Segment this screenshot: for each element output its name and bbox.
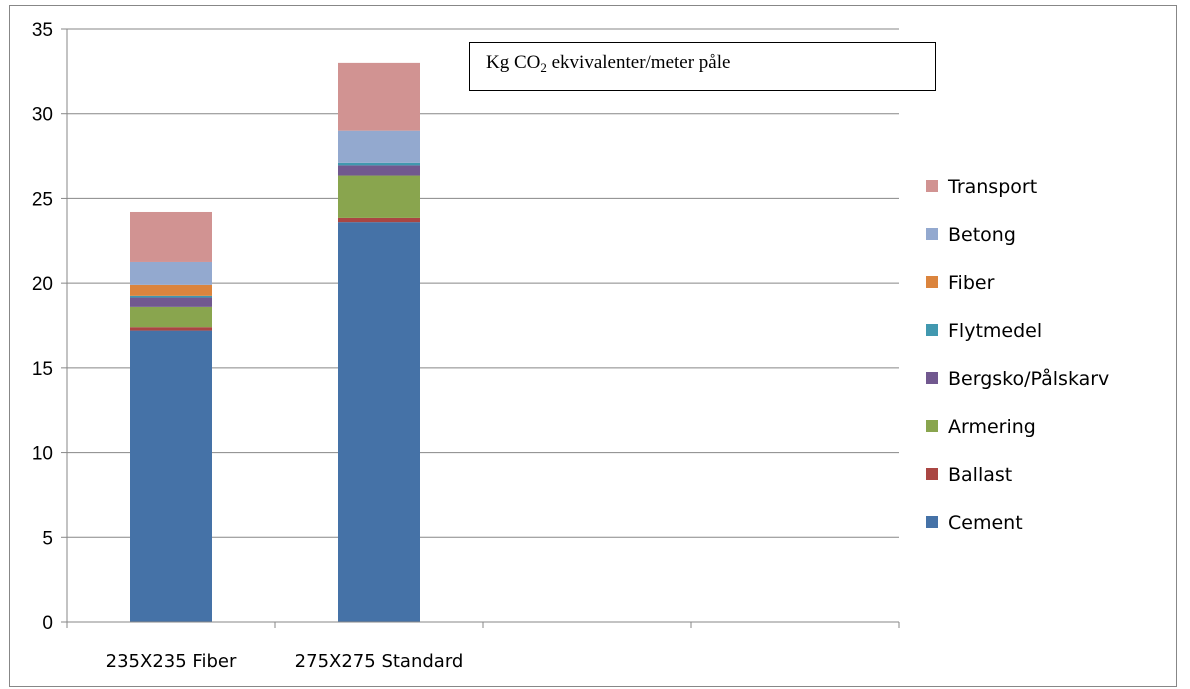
- legend-label: Betong: [948, 224, 1016, 246]
- x-category-label: 235X235 Fiber: [106, 651, 237, 672]
- bar-segment-fiber: [130, 284, 212, 296]
- legend-swatch: [926, 276, 938, 288]
- legend-swatch: [926, 324, 938, 336]
- legend-label: Fiber: [948, 272, 995, 294]
- axes: 0 5 10 15 20 25 30 35 235X235 Fiber 275X275 Stand…: [32, 20, 900, 672]
- chart-title-subscript: 2: [540, 60, 547, 75]
- y-tick-label: 35: [32, 20, 53, 41]
- bar-segment-flytmedel: [338, 162, 420, 166]
- bar-segment-cement: [338, 222, 420, 623]
- bar-segment-ballast: [130, 327, 212, 331]
- legend-swatch: [926, 468, 938, 480]
- chart-plot: 0 5 10 15 20 25 30 35 235X235 Fiber 275X275 Stand…: [32, 20, 1109, 672]
- chart-title: Kg CO2 ekvivalenter/meter påle: [469, 42, 936, 91]
- chart-title-pre: Kg CO: [486, 52, 541, 73]
- y-tick-label: 20: [32, 274, 53, 295]
- y-tick-label: 15: [32, 359, 53, 380]
- legend-swatch: [926, 420, 938, 432]
- legend: Transport Betong Fiber Flytmedel Bergsko/Pål…: [926, 176, 1109, 534]
- legend-label: Transport: [947, 176, 1037, 198]
- chart-title-post: ekvivalenter/meter påle: [546, 52, 731, 73]
- bar-segment-cement: [130, 330, 212, 622]
- bar-segment-armering: [338, 175, 420, 218]
- bar-segment-bergsko-p-lskarv: [338, 165, 420, 176]
- legend-label: Ballast: [948, 464, 1012, 486]
- legend-label: Armering: [948, 416, 1036, 438]
- legend-swatch: [926, 372, 938, 384]
- legend-label: Cement: [948, 512, 1023, 534]
- legend-swatch: [926, 516, 938, 528]
- y-tick-label: 10: [32, 444, 53, 465]
- bar-segment-transport: [130, 211, 212, 262]
- y-tick-label: 25: [32, 189, 53, 210]
- bar-segment-betong: [130, 261, 212, 285]
- bar-segment-betong: [338, 130, 420, 163]
- chart-frame: 0 5 10 15 20 25 30 35 235X235 Fiber 275X275 Stand…: [9, 5, 1177, 687]
- bar-segment-bergsko-p-lskarv: [130, 297, 212, 307]
- bars: [130, 62, 420, 623]
- bar-segment-transport: [338, 62, 420, 131]
- bar-segment-ballast: [338, 217, 420, 223]
- legend-swatch: [926, 180, 938, 192]
- legend-label: Bergsko/Pålskarv: [948, 367, 1109, 390]
- legend-label: Flytmedel: [948, 320, 1042, 342]
- bar-segment-armering: [130, 306, 212, 328]
- legend-swatch: [926, 228, 938, 240]
- bar-segment-flytmedel: [130, 295, 212, 298]
- y-tick-label: 30: [32, 105, 53, 126]
- y-tick-label: 0: [42, 613, 53, 634]
- x-category-label: 275X275 Standard: [295, 651, 464, 672]
- y-tick-label: 5: [42, 528, 53, 549]
